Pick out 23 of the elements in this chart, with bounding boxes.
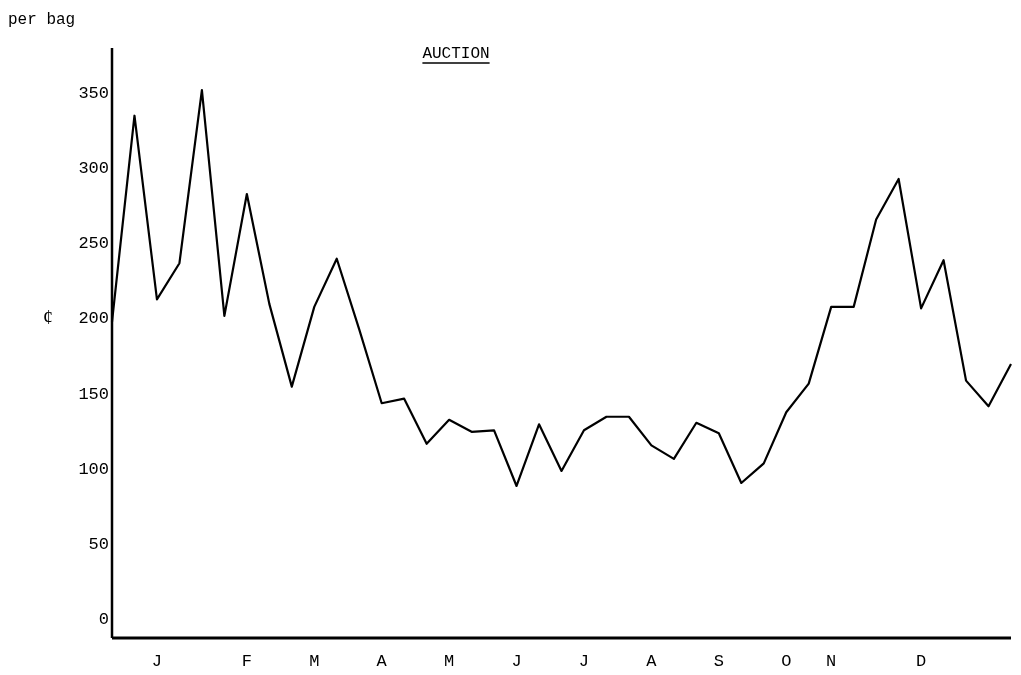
y-tick-label: 0 [98, 610, 109, 630]
chart-title: AUCTION [422, 45, 490, 63]
text: per bag [8, 11, 76, 29]
x-tick-label: N [826, 652, 837, 671]
y-tick-label: 250 [78, 234, 109, 254]
x-tick-label: J [578, 652, 590, 671]
x-tick-label: M [444, 652, 455, 671]
x-tick-label: A [376, 652, 388, 671]
x-tick-label: S [713, 652, 724, 671]
y-tick-label: 350 [78, 83, 109, 103]
x-tick-label: J [151, 652, 163, 671]
x-tick-label: J [511, 652, 522, 671]
y-axis-title: ¢ [43, 305, 53, 328]
x-tick-label: A [646, 652, 658, 671]
y-tick-label: 50 [88, 535, 109, 555]
y-tick-label: 300 [78, 158, 109, 178]
x-tick-label: F [241, 652, 252, 671]
y-tick-label: 200 [78, 309, 109, 329]
x-tick-label: O [781, 652, 792, 671]
x-tick-label: D [916, 652, 927, 671]
x-tick-label: M [309, 652, 320, 671]
y-tick-label: 100 [78, 459, 109, 479]
y-tick-label: 150 [78, 384, 109, 404]
